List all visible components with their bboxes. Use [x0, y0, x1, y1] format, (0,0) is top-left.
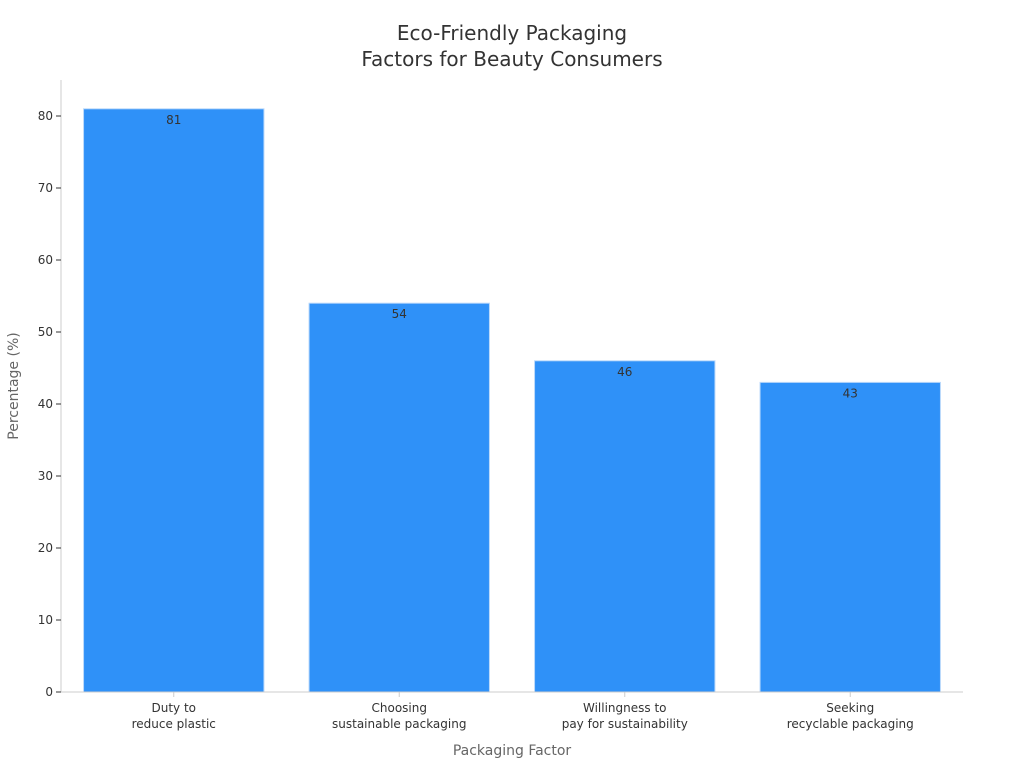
bar-value-label: 81	[166, 113, 181, 127]
y-tick-label: 30	[38, 469, 53, 483]
x-tick-label: sustainable packaging	[332, 717, 466, 731]
y-tick-label: 60	[38, 253, 53, 267]
y-tick-label: 20	[38, 541, 53, 555]
x-tick-label: Choosing	[372, 701, 427, 715]
bar-value-label: 43	[843, 386, 858, 400]
bar	[759, 381, 941, 693]
bar-value-label: 46	[617, 365, 632, 379]
x-tick-label: Duty to	[151, 701, 196, 715]
y-tick-label: 80	[38, 109, 53, 123]
chart-title-line-2: Factors for Beauty Consumers	[361, 47, 662, 71]
x-tick-label: Seeking	[826, 701, 874, 715]
y-tick-label: 70	[38, 181, 53, 195]
x-axis-label: Packaging Factor	[453, 743, 572, 759]
y-axis-label: Percentage (%)	[6, 332, 22, 439]
x-tick-label: reduce plastic	[132, 717, 216, 731]
bar-value-label: 54	[392, 307, 407, 321]
chart-title-line-1: Eco-Friendly Packaging	[397, 21, 627, 45]
bar	[308, 302, 490, 693]
y-tick-label: 10	[38, 613, 53, 627]
plot-area: 81 Duty to reduce plastic 54 Choosing sustain…	[38, 80, 963, 731]
bar	[83, 108, 265, 693]
y-tick-label: 50	[38, 325, 53, 339]
bar	[534, 360, 716, 693]
x-tick-label: pay for sustainability	[562, 717, 688, 731]
y-tick-label: 40	[38, 397, 53, 411]
y-tick-label: 0	[45, 685, 53, 699]
x-tick-label: Willingness to	[583, 701, 667, 715]
x-tick-label: recyclable packaging	[787, 717, 914, 731]
